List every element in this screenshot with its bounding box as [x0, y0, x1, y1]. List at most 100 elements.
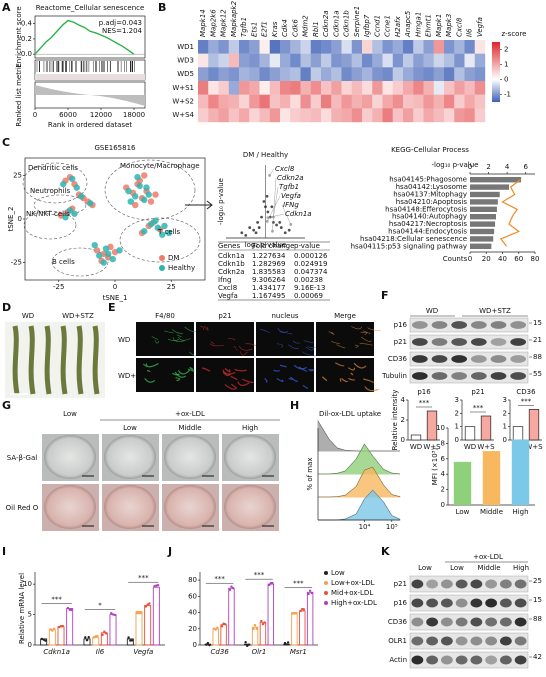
y-tick-label: 25 [13, 171, 22, 179]
replicate-dot [310, 591, 313, 595]
y-tick-label: 2 [401, 416, 405, 424]
band [470, 598, 483, 608]
x-tick-label: 0 [468, 163, 472, 171]
tissue-signal [359, 342, 373, 346]
tissue-signal [364, 386, 379, 392]
heatmap-cell [259, 108, 270, 123]
heatmap-cell [444, 81, 455, 95]
tissue-signal [276, 377, 284, 383]
significance: *** [254, 571, 265, 579]
chart-title: Reactome_Cellular senescence [36, 4, 145, 12]
cluster-outline [51, 247, 109, 277]
rank-gradient [35, 74, 145, 80]
column-label: Ccnd1 [373, 15, 381, 37]
bar [470, 228, 495, 235]
tissue-signal [335, 362, 345, 367]
bar [470, 191, 500, 198]
heatmap-cell [392, 94, 404, 109]
tissue-signal [308, 368, 315, 372]
group-label: +ox-LDL [473, 553, 503, 561]
heatmap-cell [362, 81, 373, 95]
tissue-signal [175, 377, 181, 382]
y-tick-label: 5 [28, 611, 32, 619]
band [499, 579, 512, 589]
row-label: Oil Red O [6, 504, 39, 512]
table-header: Fold change [252, 242, 294, 250]
heatmap-cell [280, 81, 291, 95]
heatmap-cell [310, 108, 322, 123]
label-leader [281, 204, 291, 225]
band [485, 617, 498, 627]
band [499, 636, 512, 646]
replicate-dot [208, 643, 211, 647]
tissue-signal [200, 325, 204, 330]
y-tick-label: 40 [188, 609, 197, 617]
point [275, 223, 278, 227]
column-label: Map2k6 [209, 9, 217, 37]
heatmap-cell [198, 108, 209, 123]
point [152, 191, 159, 198]
heatmap-cell [382, 108, 393, 123]
replicate-dot [137, 611, 141, 615]
cluster-outline [23, 210, 77, 240]
bar [470, 177, 522, 183]
point [69, 175, 76, 183]
category-label: hsa04210:Apoptosis [396, 198, 468, 206]
panel-label: K [381, 545, 390, 558]
heatmap-cell [208, 108, 219, 123]
heatmap-cell [474, 40, 486, 54]
heatmap-cell [454, 67, 465, 82]
heatmap-cell [433, 53, 445, 68]
replicate-dot [261, 622, 265, 626]
heatmap-cell [249, 94, 260, 109]
heatmap-cell [433, 81, 445, 95]
point-label: Cdkn2a [277, 174, 304, 182]
size-label: 15 [533, 319, 542, 327]
row-label: WD1 [177, 43, 194, 51]
heatmap-cell [392, 108, 404, 123]
point [154, 224, 161, 231]
band [440, 636, 453, 646]
point [240, 231, 244, 235]
band [411, 355, 428, 363]
table-cell: Cdkn2a [218, 268, 245, 276]
panel-label: A [2, 1, 11, 14]
point [289, 223, 293, 226]
band [451, 355, 468, 363]
tissue-signal [145, 363, 159, 368]
point [256, 220, 259, 224]
row-label: WD+ STZ [118, 372, 152, 380]
y-tick-label: 0.4 [21, 20, 33, 28]
replicate-dot [52, 627, 56, 630]
chart-title: CD36 [516, 388, 536, 396]
replicate-dot [148, 602, 151, 605]
heatmap-cell [290, 40, 301, 54]
category-label: hsa04145:Phagosome [389, 176, 467, 184]
band [499, 617, 512, 627]
heatmap-cell [351, 108, 363, 123]
column-label: Mapk1 [435, 14, 443, 37]
table-cell: Vegfa [218, 292, 238, 300]
y-tick-label: 80 [188, 576, 197, 584]
band [440, 579, 453, 589]
bar [135, 611, 143, 646]
bar [528, 408, 540, 441]
heatmap-cell [464, 40, 475, 54]
heatmap-cell [372, 53, 383, 68]
y-tick-label: 10 [23, 580, 32, 588]
band [440, 598, 453, 608]
row-label: W+S2 [172, 98, 194, 106]
table-cell: 0.024919 [294, 260, 327, 268]
blot-strip [409, 368, 529, 384]
heatmap-cell [341, 40, 352, 54]
heatmap-cell [300, 81, 311, 95]
tissue-signal [302, 384, 309, 389]
tissue-signal [336, 344, 346, 349]
legend-label: High+ox-LDL [331, 599, 377, 607]
tissue-signal [222, 369, 236, 375]
band [485, 655, 498, 665]
label-leader [267, 195, 281, 222]
panel-label: J [167, 545, 172, 558]
x-tick-label: Cd36 [211, 648, 230, 656]
heatmap-cell [228, 67, 240, 82]
